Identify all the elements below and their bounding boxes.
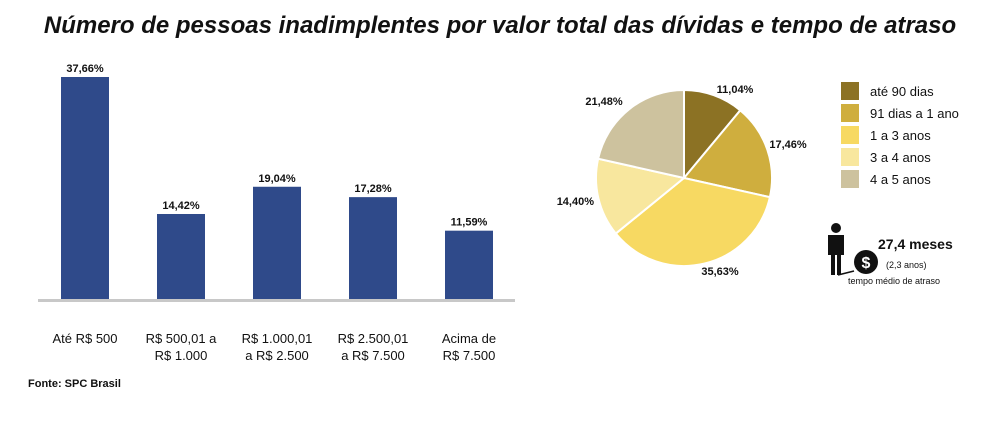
- person-with-money-ball-icon: $: [828, 223, 878, 276]
- category-label-line: a R$ 2.500: [245, 348, 309, 363]
- legend-label: 4 a 5 anos: [870, 171, 931, 187]
- category-label: Até R$ 500: [30, 330, 140, 347]
- category-label: Acima de R$ 7.500: [414, 330, 524, 364]
- chart-title: Número de pessoas inadimplentes por valo…: [43, 12, 957, 39]
- pie-value-label: 21,48%: [585, 96, 623, 108]
- delay-value: 27,4 meses: [878, 236, 953, 252]
- pie-slice: [596, 88, 685, 180]
- bar: [349, 197, 397, 299]
- legend-item: 3 a 4 anos: [841, 146, 959, 168]
- pie-slice: [682, 108, 773, 199]
- bar: [445, 230, 493, 299]
- bar-value-label: 17,28%: [354, 183, 392, 195]
- category-label-line: Acima de: [441, 331, 497, 346]
- bar-value-label: 11,59%: [451, 217, 488, 229]
- legend-swatch: [841, 104, 859, 122]
- bar-value-label: 14,42%: [162, 200, 200, 212]
- category-label-line: R$ 500,01 a: [145, 331, 217, 346]
- delay-sub: (2,3 anos): [886, 260, 927, 270]
- svg-text:$: $: [862, 255, 871, 272]
- category-label: R$ 2.500,01 a R$ 7.500: [318, 330, 428, 364]
- bar-chart: 37,66% 14,42% 19,04% 17,28% 11,59%: [38, 63, 515, 302]
- pie-chart: 11,04% 17,46% 35,63% 14,40% 21,48%: [557, 84, 807, 278]
- pie-legend: até 90 dias 91 dias a 1 ano 1 a 3 anos 3…: [841, 80, 959, 190]
- bar-value-label: 19,04%: [258, 173, 296, 185]
- pie-value-label: 17,46%: [769, 139, 807, 151]
- legend-item: 91 dias a 1 ano: [841, 102, 959, 124]
- legend-swatch: [841, 82, 859, 100]
- bar-value-label: 37,66%: [66, 63, 104, 75]
- legend-item: 4 a 5 anos: [841, 168, 959, 190]
- category-label-line: R$ 1.000: [154, 348, 208, 363]
- legend-swatch: [841, 126, 859, 144]
- legend-label: até 90 dias: [870, 83, 934, 99]
- category-label: R$ 500,01 a R$ 1.000: [126, 330, 236, 364]
- legend-item: até 90 dias: [841, 80, 959, 102]
- legend-swatch: [841, 170, 859, 188]
- category-label-line: R$ 7.500: [442, 348, 496, 363]
- category-label: R$ 1.000,01 a R$ 2.500: [222, 330, 332, 364]
- pie-value-label: 11,04%: [717, 84, 754, 96]
- pie-slice: [614, 176, 772, 267]
- category-label-line: a R$ 7.500: [341, 348, 405, 363]
- x-axis-line: [38, 299, 515, 302]
- pie-value-label: 14,40%: [557, 196, 595, 208]
- source-note: Fonte: SPC Brasil: [28, 378, 121, 390]
- bar: [253, 186, 301, 299]
- legend-item: 1 a 3 anos: [841, 124, 959, 146]
- pie-slice: [595, 157, 687, 235]
- pie-value-label: 35,63%: [701, 266, 739, 278]
- legend-label: 1 a 3 anos: [870, 127, 931, 143]
- legend-label: 3 a 4 anos: [870, 149, 931, 165]
- category-label-line: R$ 2.500,01: [337, 331, 409, 346]
- category-label-line: R$ 1.000,01: [241, 331, 313, 346]
- bar: [61, 77, 109, 299]
- category-label-line: Até R$ 500: [52, 331, 118, 346]
- bar: [157, 213, 205, 299]
- legend-label: 91 dias a 1 ano: [870, 105, 959, 121]
- legend-swatch: [841, 148, 859, 166]
- delay-caption: tempo médio de atraso: [848, 276, 941, 286]
